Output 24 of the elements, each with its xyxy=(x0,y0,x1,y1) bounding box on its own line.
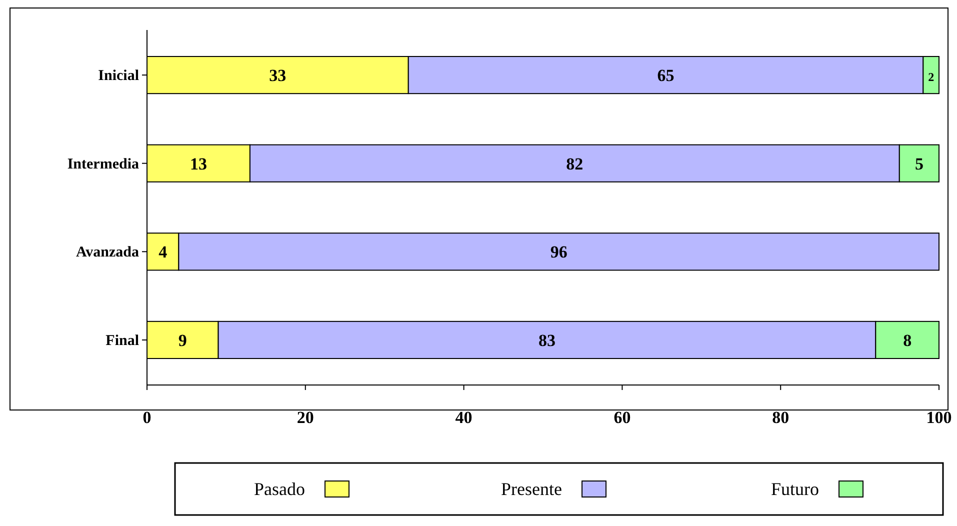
data-label: 82 xyxy=(566,154,584,174)
x-tick-label: 20 xyxy=(296,408,314,427)
data-label: 65 xyxy=(657,66,674,86)
x-tick-label: 60 xyxy=(614,408,631,427)
data-label: 33 xyxy=(269,66,286,86)
x-tick-label: 80 xyxy=(772,408,790,427)
data-label: 8 xyxy=(903,330,912,350)
legend-label: Presente xyxy=(501,479,562,499)
y-tick-label: Final xyxy=(106,332,139,349)
y-tick-label: Inicial xyxy=(98,68,139,84)
y-tick-label: Avanzada xyxy=(76,244,140,261)
data-label: 9 xyxy=(178,330,187,350)
data-label: 5 xyxy=(914,154,924,174)
legend-label: Futuro xyxy=(770,479,819,499)
data-label: 2 xyxy=(928,70,934,84)
x-tick-label: 0 xyxy=(142,408,152,427)
data-label: 83 xyxy=(538,330,556,350)
y-tick-label: Intermedia xyxy=(67,156,140,172)
legend-label: Pasado xyxy=(254,479,305,499)
x-tick-label: 40 xyxy=(455,408,472,427)
data-label: 13 xyxy=(190,154,207,174)
data-label: 4 xyxy=(158,242,168,262)
data-label: 96 xyxy=(550,242,568,262)
x-tick-label: 100 xyxy=(926,408,952,427)
